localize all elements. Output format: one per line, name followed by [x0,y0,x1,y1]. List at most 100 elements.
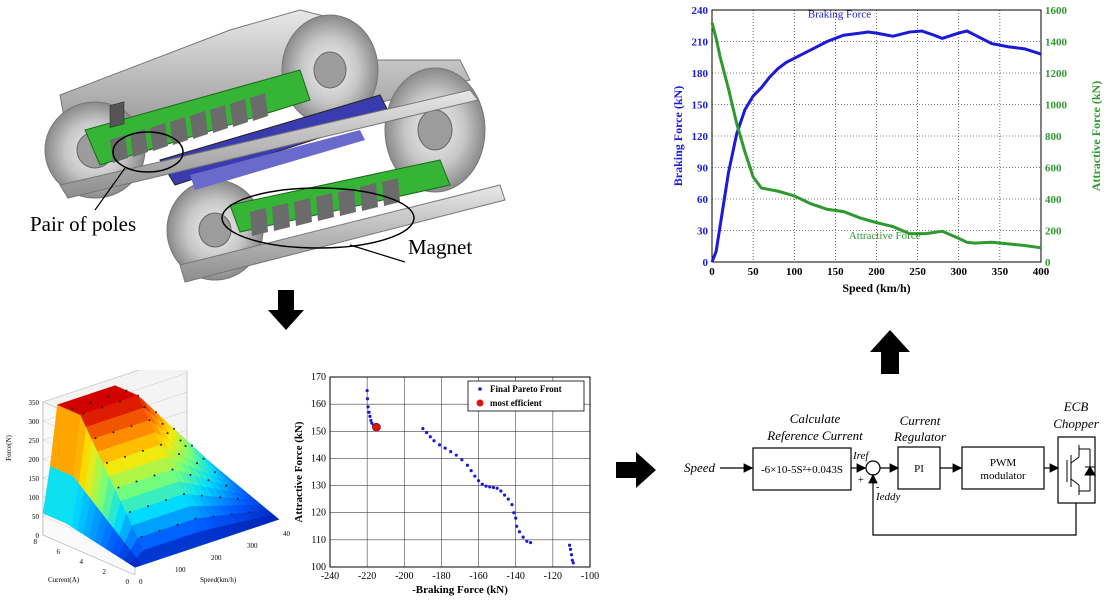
y-tick-label: 140 [311,453,326,464]
pareto-point [443,446,447,450]
most-efficient-point [372,422,381,432]
surface-patch [265,514,280,523]
speed-input-label: Speed [684,460,716,475]
sample-point [148,419,151,422]
legend-marker-pareto [478,387,482,391]
y-right-tick-label: 800 [1045,131,1062,143]
y-right-tick-label: 1400 [1045,37,1068,49]
surface-mesh [42,385,280,568]
sample-point [171,468,174,471]
x-tick-label: -240 [321,571,339,582]
pareto-point [366,405,370,409]
x-tick-label: 100 [786,266,803,278]
pareto-point [528,540,533,545]
y-left-tick-label: 60 [697,194,709,206]
pareto-point [369,418,373,423]
pwm-label-line1: PWM [990,457,1017,469]
sample-point [130,425,133,428]
x-tick-label: 150 [827,266,844,278]
pareto-point [484,484,488,488]
sample-point [189,473,192,476]
sample-point [137,394,139,397]
ecb-title-line2: Chopper [1053,416,1099,431]
pareto-point [567,543,572,547]
legend: Final Pareto Front most efficient [467,380,585,412]
pareto-point [569,553,574,557]
speed-axis-title: Speed(km/h) [200,576,237,584]
control-diagram-svg: Speed Calculate Reference Current -6×10-… [684,399,1100,536]
y-right-tick-label: 1200 [1045,68,1068,80]
x-tick-label: -120 [544,571,562,582]
sample-point [191,444,193,447]
sample-point [158,529,161,532]
calc-reference-block [752,447,852,491]
pareto-point [525,539,529,543]
y-axis-title: Attractive Force (kN) [293,421,305,523]
sample-point [194,517,197,520]
speed-tick-label: 200 [211,554,222,562]
sample-point [212,515,215,518]
arrow-right-icon [616,452,656,488]
pareto-point [568,547,573,551]
pareto-front-chart: -240 -220 -200 -180 -160 -140 -120 -100 100 110 12… [290,365,610,602]
x-tick-label: -180 [432,571,450,582]
sample-point [184,444,187,447]
pareto-point [502,493,507,497]
z-axis-title: Force(N) [5,435,13,461]
sample-point [107,395,110,398]
sample-point [117,486,120,489]
igbt-diode-icon [1066,445,1096,495]
current-tick-label: 8 [34,538,38,546]
pi-label: PI [914,463,924,475]
pareto-point [506,497,510,501]
speed-tick-label: 100 [175,566,186,574]
x-tick-label: 0 [709,266,715,278]
speed-tick-label: 400 [283,530,290,538]
z-tick-label: 150 [29,475,40,483]
y-left-tick-label: 30 [697,226,709,238]
sample-point [83,412,85,415]
pareto-point [421,426,425,431]
y-right-tick-label: 1000 [1045,100,1068,112]
sample-point [202,457,205,460]
plot-frame [711,9,1042,263]
sample-point [129,511,131,514]
sample-point [147,505,149,508]
y-right-tick-label: 600 [1045,163,1062,175]
ieddy-label: Ieddy [875,491,901,503]
sample-point [153,474,156,477]
pareto-point [473,474,477,478]
sample-point [112,431,115,434]
y-right-axis-title: Attractive Force (kN) [1089,81,1103,191]
pareto-point [428,435,432,439]
pi-block [897,446,941,490]
sample-point [94,437,97,440]
y-left-tick-label: 0 [703,257,709,269]
current-tick-label: 2 [103,568,107,576]
y-tick-label: 160 [311,399,326,410]
z-tick-label: 350 [29,399,40,407]
legend-label-efficient: most efficient [490,398,542,408]
pareto-point [365,397,370,401]
z-tick-label: 300 [29,418,40,426]
x-tick-label: 50 [748,266,760,278]
pwm-block [961,446,1045,490]
plus-sign: + [858,475,864,486]
poles-highlight-ellipse [112,131,184,173]
sample-point [155,411,157,414]
pwm-label-line2: modulator [980,470,1026,482]
y-right-tick-label: 1600 [1045,5,1068,17]
plot-frame [329,376,591,568]
sample-point [166,432,169,435]
force-speed-chart-svg: 0 50 100 150 200 250 300 350 4000306090120150180… [671,5,1103,295]
legend-box [467,380,585,412]
z-tick-label: 0 [36,532,40,540]
minus-sign: - [876,482,879,493]
sample-point [201,494,203,497]
speed-tick-label: 300 [247,542,258,550]
pareto-point [365,388,369,393]
bogie-illustration: Pair of poles Magnet [0,0,520,300]
pareto-point [469,469,473,473]
z-tick-label: 50 [32,513,40,521]
y-left-tick-label: 120 [692,131,709,143]
